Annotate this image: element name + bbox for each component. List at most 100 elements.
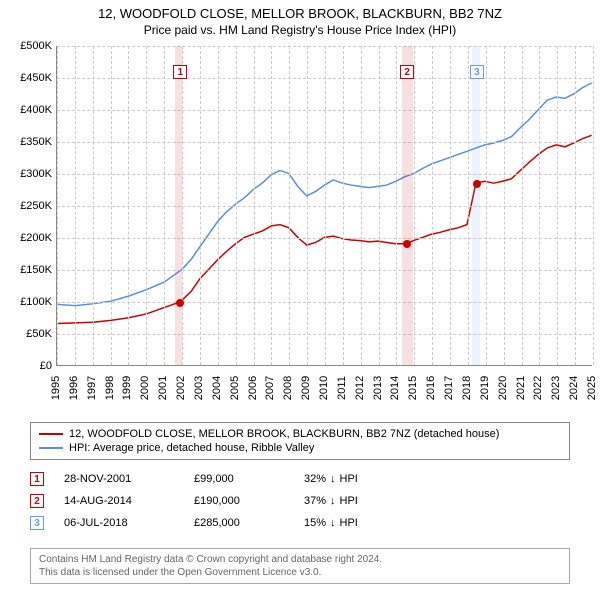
x-axis-label: 1999 — [121, 376, 133, 400]
x-axis-label: 2019 — [479, 376, 491, 400]
gridline-vertical — [57, 46, 58, 365]
gridline-vertical — [111, 46, 112, 365]
gridline-vertical — [75, 46, 76, 365]
gridline-vertical — [504, 46, 505, 365]
gridline-vertical — [289, 46, 290, 365]
event-hpi-delta: 37%HPI — [304, 495, 358, 507]
sale-point — [473, 180, 481, 188]
footer-attribution: Contains HM Land Registry data © Crown c… — [30, 548, 570, 584]
legend-label: 12, WOODFOLD CLOSE, MELLOR BROOK, BLACKB… — [69, 428, 499, 440]
highlight-band — [402, 46, 413, 365]
gridline-vertical — [307, 46, 308, 365]
highlight-band — [175, 46, 182, 365]
gridline-vertical — [379, 46, 380, 365]
legend-label: HPI: Average price, detached house, Ribb… — [69, 442, 314, 454]
x-axis-label: 2020 — [497, 376, 509, 400]
plot-area: 123 — [56, 46, 592, 366]
x-axis-label: 1998 — [104, 376, 116, 400]
legend-swatch — [39, 447, 63, 449]
legend-box: 12, WOODFOLD CLOSE, MELLOR BROOK, BLACKB… — [30, 422, 570, 460]
x-axis-label: 1996 — [68, 376, 80, 400]
x-axis-label: 2011 — [336, 376, 348, 400]
gridline-vertical — [396, 46, 397, 365]
gridline-vertical — [450, 46, 451, 365]
x-axis-label: 2003 — [193, 376, 205, 400]
footer-line1: Contains HM Land Registry data © Crown c… — [39, 553, 561, 566]
y-axis-label: £500K — [8, 40, 52, 52]
event-date: 14-AUG-2014 — [64, 495, 194, 507]
event-hpi-delta: 15%HPI — [304, 517, 358, 529]
y-axis-label: £100K — [8, 296, 52, 308]
gridline-vertical — [414, 46, 415, 365]
y-axis-label: £150K — [8, 264, 52, 276]
gridline-vertical — [593, 46, 594, 365]
y-axis-label: £50K — [8, 328, 52, 340]
y-axis-label: £400K — [8, 104, 52, 116]
gridline-vertical — [128, 46, 129, 365]
event-row: 214-AUG-2014£190,00037%HPI — [30, 490, 570, 512]
gridline-vertical — [218, 46, 219, 365]
x-axis-label: 2007 — [264, 376, 276, 400]
title-line2: Price paid vs. HM Land Registry's House … — [0, 23, 600, 37]
y-axis-label: £350K — [8, 136, 52, 148]
gridline-vertical — [236, 46, 237, 365]
x-axis-label: 1995 — [50, 376, 62, 400]
x-axis-label: 2014 — [389, 376, 401, 400]
sale-point — [176, 299, 184, 307]
events-table: 128-NOV-2001£99,00032%HPI214-AUG-2014£19… — [30, 468, 570, 534]
gridline-vertical — [254, 46, 255, 365]
gridline-vertical — [361, 46, 362, 365]
legend-item: 12, WOODFOLD CLOSE, MELLOR BROOK, BLACKB… — [39, 427, 561, 441]
gridline-vertical — [182, 46, 183, 365]
gridline-vertical — [146, 46, 147, 365]
gridline-vertical — [343, 46, 344, 365]
event-date: 06-JUL-2018 — [64, 517, 194, 529]
event-marker: 3 — [30, 516, 44, 530]
x-axis-label: 1997 — [86, 376, 98, 400]
arrow-down-icon — [330, 495, 336, 507]
gridline-vertical — [271, 46, 272, 365]
event-row: 128-NOV-2001£99,00032%HPI — [30, 468, 570, 490]
gridline-vertical — [200, 46, 201, 365]
event-hpi-label: HPI — [340, 473, 358, 485]
x-axis-label: 2000 — [139, 376, 151, 400]
highlight-band — [472, 46, 481, 365]
y-axis-label: £200K — [8, 232, 52, 244]
x-axis-label: 2025 — [586, 376, 598, 400]
gridline-vertical — [575, 46, 576, 365]
event-hpi-label: HPI — [340, 517, 358, 529]
title-line1: 12, WOODFOLD CLOSE, MELLOR BROOK, BLACKB… — [0, 6, 600, 21]
x-axis-label: 2024 — [568, 376, 580, 400]
x-axis-label: 2001 — [157, 376, 169, 400]
arrow-down-icon — [330, 517, 336, 529]
y-axis-label: £300K — [8, 168, 52, 180]
gridline-vertical — [486, 46, 487, 365]
x-axis-label: 2009 — [300, 376, 312, 400]
event-price: £285,000 — [194, 517, 304, 529]
event-hpi-delta: 32%HPI — [304, 473, 358, 485]
event-marker: 1 — [30, 472, 44, 486]
x-axis-label: 2008 — [282, 376, 294, 400]
arrow-down-icon — [330, 473, 336, 485]
legend-item: HPI: Average price, detached house, Ribb… — [39, 441, 561, 455]
event-hpi-label: HPI — [340, 495, 358, 507]
footer-line2: This data is licensed under the Open Gov… — [39, 566, 561, 579]
chart-container: 123 £0£50K£100K£150K£200K£250K£300K£350K… — [8, 46, 592, 390]
x-axis-label: 2018 — [461, 376, 473, 400]
gridline-vertical — [164, 46, 165, 365]
legend-swatch — [39, 433, 63, 435]
event-date: 28-NOV-2001 — [64, 473, 194, 485]
x-axis-label: 2002 — [175, 376, 187, 400]
gridline-vertical — [522, 46, 523, 365]
chart-title-block: 12, WOODFOLD CLOSE, MELLOR BROOK, BLACKB… — [0, 0, 600, 37]
x-axis-label: 2012 — [354, 376, 366, 400]
gridline-vertical — [468, 46, 469, 365]
x-axis-label: 2010 — [318, 376, 330, 400]
gridline-vertical — [93, 46, 94, 365]
event-marker: 2 — [30, 494, 44, 508]
chart-marker-3: 3 — [470, 65, 484, 79]
x-axis-label: 2006 — [247, 376, 259, 400]
x-axis-label: 2004 — [211, 376, 223, 400]
x-axis-label: 2015 — [407, 376, 419, 400]
y-axis-label: £250K — [8, 200, 52, 212]
